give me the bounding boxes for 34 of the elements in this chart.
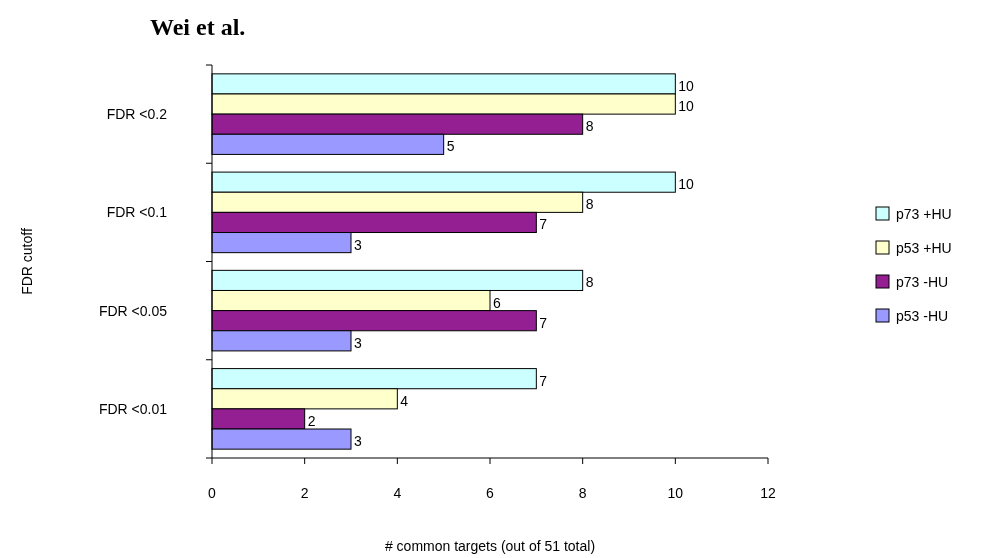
y-axis-title: FDR cutoff (19, 228, 35, 295)
data-label: 8 (585, 118, 594, 135)
data-label: 8 (585, 274, 594, 291)
data-label: 10 (678, 98, 695, 115)
y-tick-label: FDR <0.2 (106, 106, 168, 123)
x-tick-label: 0 (208, 485, 217, 501)
legend-label: p53 +HU (896, 240, 952, 256)
data-label: 10 (678, 176, 695, 193)
x-tick-label: 10 (667, 485, 684, 501)
data-label: 7 (539, 314, 548, 331)
data-label: 5 (446, 138, 455, 155)
data-label: 6 (493, 294, 501, 311)
data-label: 7 (539, 216, 548, 233)
y-tick-label: FDR <0.05 (98, 302, 168, 319)
legend-label: p53 -HU (896, 308, 949, 324)
data-label: 7 (539, 372, 548, 389)
data-label: 2 (307, 412, 316, 429)
data-label: 3 (354, 334, 362, 351)
data-label: 3 (354, 236, 362, 253)
data-label: 4 (400, 392, 409, 409)
legend-label: p73 +HU (896, 206, 952, 222)
chart-title: Wei et al. (150, 14, 246, 40)
x-tick-label: 6 (486, 485, 495, 501)
x-tick-label: 4 (393, 485, 402, 501)
data-label: 10 (678, 77, 695, 94)
x-tick-label: 8 (578, 485, 587, 501)
x-tick-label: 12 (760, 485, 776, 501)
y-tick-label: FDR <0.01 (98, 400, 168, 417)
x-tick-label: 2 (300, 485, 309, 501)
data-label: 8 (585, 196, 594, 213)
y-tick-label: FDR <0.1 (106, 204, 168, 221)
x-axis-title: # common targets (out of 51 total) (384, 538, 596, 554)
legend-label: p73 -HU (896, 274, 949, 290)
data-label: 3 (354, 433, 362, 450)
